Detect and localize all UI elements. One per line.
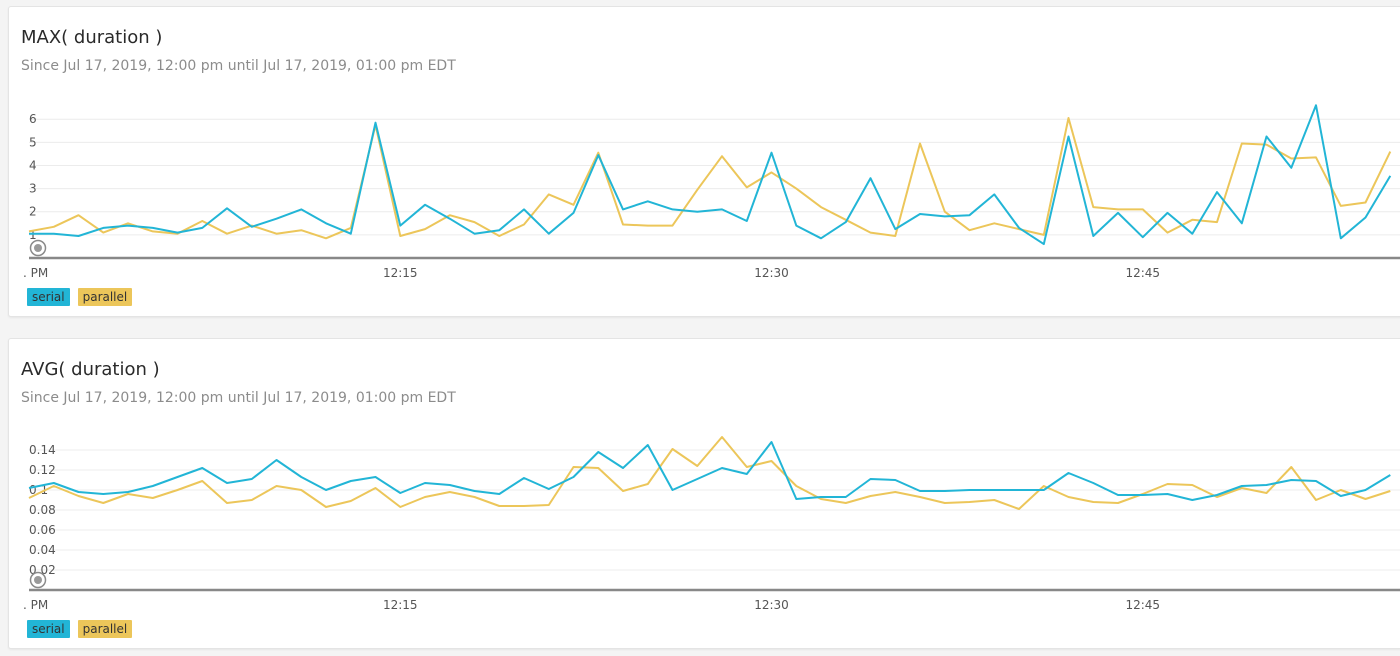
y-tick-label: 0.06 bbox=[29, 523, 56, 537]
y-tick-label: 0.14 bbox=[29, 443, 56, 457]
series-line-serial bbox=[28, 441, 1391, 501]
x-tick-label: 12:45 bbox=[1125, 598, 1160, 612]
legend: serial parallel bbox=[27, 288, 133, 306]
series-line-parallel bbox=[28, 436, 1391, 510]
avg-duration-chart[interactable]: 0.020.040.060.080.10.120.14. PM 12:15 12:3… bbox=[9, 339, 1400, 649]
panel-subtitle: Since Jul 17, 2019, 12:00 pm until Jul 1… bbox=[21, 390, 456, 406]
panel-title: MAX( duration ) bbox=[21, 27, 163, 48]
legend-parallel[interactable]: parallel bbox=[77, 288, 133, 306]
legend-parallel[interactable]: parallel bbox=[77, 620, 133, 638]
time-range-handle-icon[interactable] bbox=[29, 571, 47, 589]
series-line-serial bbox=[29, 104, 1392, 246]
time-range-handle-icon[interactable] bbox=[29, 239, 47, 257]
avg-duration-panel: AVG( duration ) Since Jul 17, 2019, 12:0… bbox=[8, 338, 1400, 649]
y-tick-label: 2 bbox=[29, 205, 37, 219]
x-tick-label: . PM bbox=[23, 598, 48, 612]
y-tick-label: 0.12 bbox=[29, 463, 56, 477]
y-tick-label: 5 bbox=[29, 135, 37, 149]
y-tick-label: 3 bbox=[29, 182, 37, 196]
y-tick-label: 6 bbox=[29, 112, 37, 126]
y-tick-label: 0.08 bbox=[29, 503, 56, 517]
x-tick-label: 12:45 bbox=[1125, 266, 1160, 280]
x-tick-label: 12:30 bbox=[754, 598, 789, 612]
panel-subtitle: Since Jul 17, 2019, 12:00 pm until Jul 1… bbox=[21, 58, 456, 74]
series-line-parallel bbox=[28, 117, 1392, 240]
y-tick-label: 1 bbox=[29, 228, 37, 242]
x-tick-label: 12:15 bbox=[383, 598, 418, 612]
max-duration-panel: MAX( duration ) Since Jul 17, 2019, 12:0… bbox=[8, 6, 1400, 317]
x-tick-label: 12:15 bbox=[383, 266, 418, 280]
panel-title: AVG( duration ) bbox=[21, 359, 160, 380]
max-duration-chart[interactable]: 1 2 3 4 5 6 . PM 12:15 12:30 12:45 bbox=[9, 7, 1400, 317]
y-tick-label: 0.04 bbox=[29, 543, 56, 557]
legend: serial parallel bbox=[27, 620, 133, 638]
x-tick-label: 12:30 bbox=[754, 266, 789, 280]
legend-serial[interactable]: serial bbox=[27, 288, 70, 306]
y-tick-label: 4 bbox=[29, 158, 37, 172]
x-tick-label: . PM bbox=[23, 266, 48, 280]
legend-serial[interactable]: serial bbox=[27, 620, 70, 638]
